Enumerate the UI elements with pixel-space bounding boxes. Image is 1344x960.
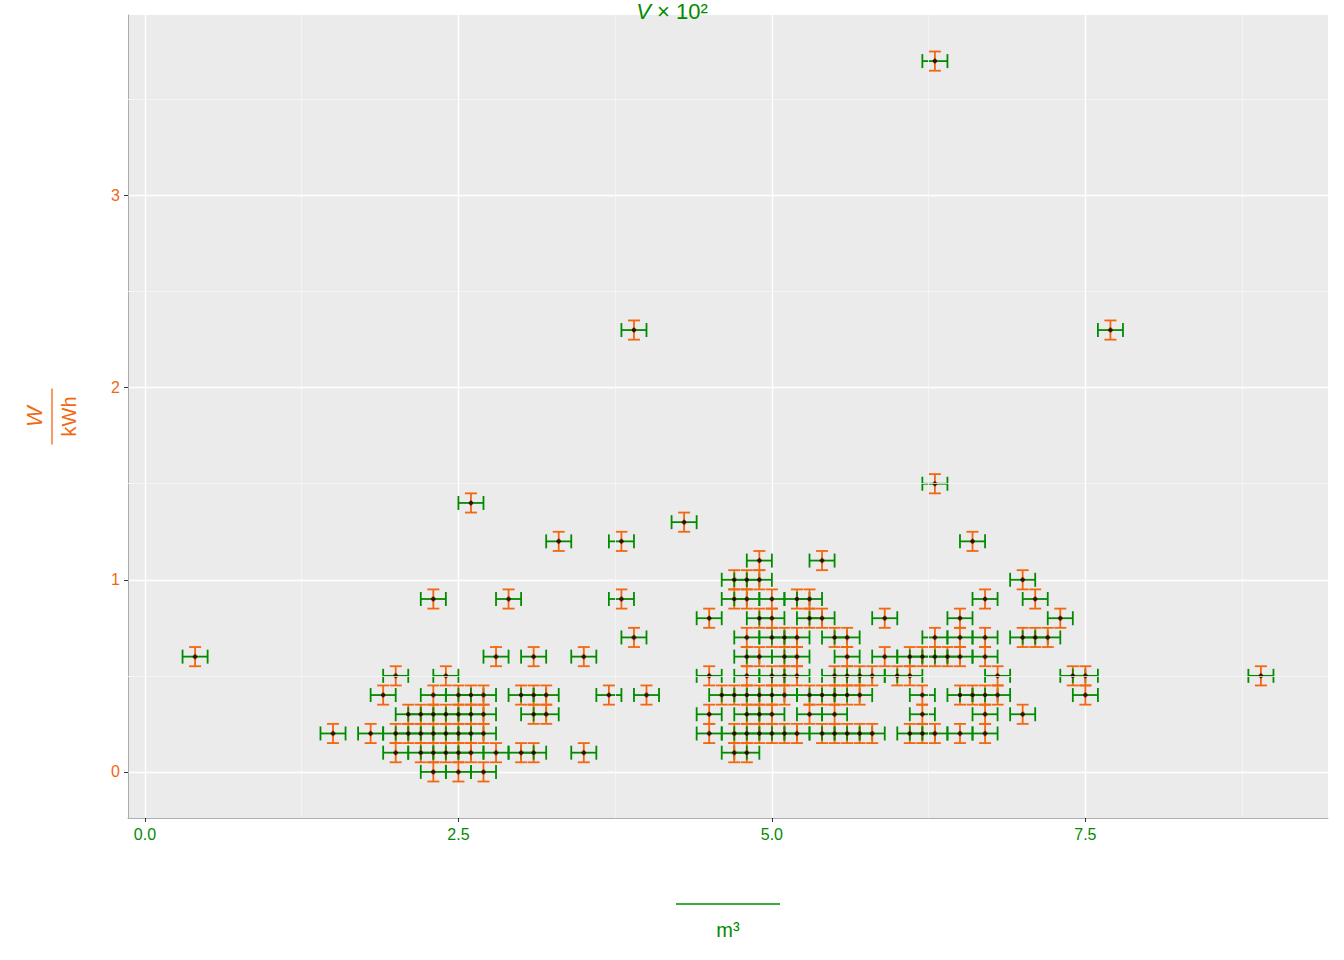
svg-text:W: W [22, 404, 47, 427]
svg-text:1: 1 [111, 571, 120, 588]
svg-text:3: 3 [111, 187, 120, 204]
svg-text:m³: m³ [716, 919, 740, 941]
svg-text:5.0: 5.0 [761, 826, 783, 843]
svg-text:kWh: kWh [58, 397, 80, 437]
svg-text:× 10²: × 10² [651, 0, 708, 24]
svg-text:0: 0 [111, 763, 120, 780]
svg-text:2: 2 [111, 379, 120, 396]
svg-text:2.5: 2.5 [447, 826, 469, 843]
svg-text:7.5: 7.5 [1074, 826, 1096, 843]
svg-text:0.0: 0.0 [134, 826, 156, 843]
